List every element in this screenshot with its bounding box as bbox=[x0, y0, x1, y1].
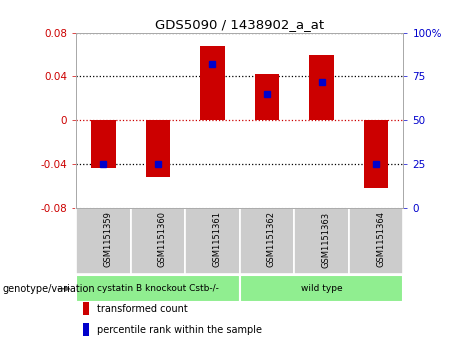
Bar bbox=[240, 208, 294, 274]
Bar bbox=[200, 46, 225, 120]
Text: GSM1151360: GSM1151360 bbox=[158, 212, 167, 268]
Bar bbox=[255, 74, 279, 120]
Bar bbox=[83, 323, 89, 336]
Bar bbox=[83, 302, 89, 315]
Text: GSM1151364: GSM1151364 bbox=[376, 212, 385, 268]
Bar bbox=[294, 208, 349, 274]
Text: cystatin B knockout Cstb-/-: cystatin B knockout Cstb-/- bbox=[97, 284, 219, 293]
Text: wild type: wild type bbox=[301, 284, 343, 293]
Bar bbox=[91, 120, 116, 168]
Text: transformed count: transformed count bbox=[97, 304, 188, 314]
Bar bbox=[146, 120, 170, 177]
Bar bbox=[76, 208, 130, 274]
Bar bbox=[349, 208, 403, 274]
Text: genotype/variation: genotype/variation bbox=[2, 284, 95, 294]
Text: GSM1151361: GSM1151361 bbox=[213, 212, 221, 268]
Title: GDS5090 / 1438902_a_at: GDS5090 / 1438902_a_at bbox=[155, 19, 324, 32]
Text: percentile rank within the sample: percentile rank within the sample bbox=[97, 325, 262, 335]
Bar bbox=[185, 208, 240, 274]
Text: GSM1151363: GSM1151363 bbox=[322, 211, 331, 268]
Bar bbox=[364, 120, 388, 188]
Text: GSM1151362: GSM1151362 bbox=[267, 212, 276, 268]
Bar bbox=[130, 208, 185, 274]
Bar bbox=[76, 275, 240, 302]
Text: GSM1151359: GSM1151359 bbox=[103, 212, 112, 268]
Bar bbox=[240, 275, 403, 302]
Bar bbox=[309, 54, 334, 120]
